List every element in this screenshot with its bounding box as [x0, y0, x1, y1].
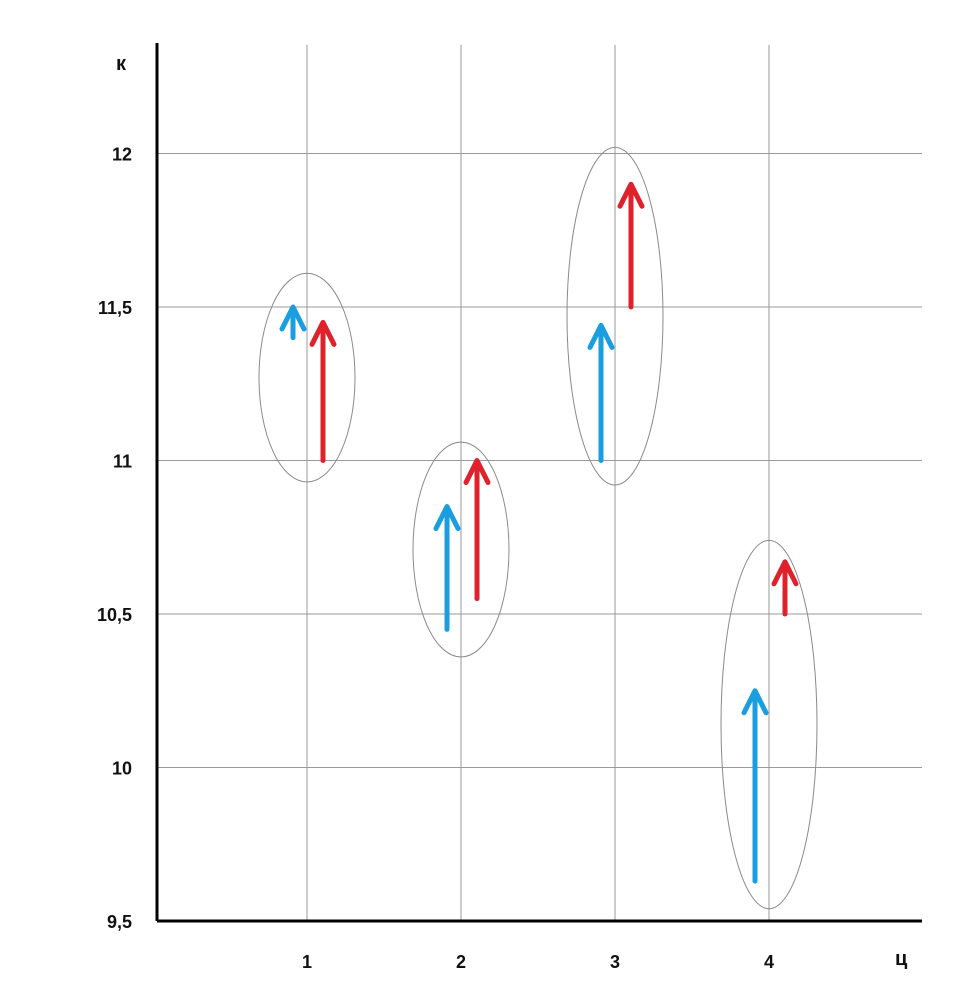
y-tick-label: 10,5	[97, 605, 132, 625]
red-arrow	[771, 559, 799, 617]
group-ellipses	[258, 146, 818, 910]
axes	[155, 43, 922, 923]
y-tick-label: 12	[112, 145, 132, 165]
blue-arrow	[279, 304, 307, 341]
group-ellipse	[412, 441, 510, 658]
x-tick-label: 1	[302, 952, 312, 972]
y-tick-label: 11	[113, 452, 132, 472]
group-ellipse	[258, 272, 356, 483]
red-arrow	[309, 319, 337, 463]
y-axis-label: к	[116, 53, 127, 75]
blue-arrow	[587, 322, 615, 463]
red-arrow	[463, 458, 491, 602]
y-tick-label: 11,5	[98, 298, 132, 318]
blue-arrow	[433, 504, 461, 632]
x-axis-label: ц	[895, 948, 908, 970]
x-tick-label: 3	[610, 952, 620, 972]
x-tick-label: 2	[456, 952, 466, 972]
blue-arrow	[741, 688, 769, 884]
y-tick-label: 9,5	[107, 912, 132, 932]
y-tick-label: 10	[112, 759, 132, 779]
group-ellipse	[566, 146, 664, 486]
group-ellipse	[720, 539, 818, 910]
x-tick-label: 4	[764, 952, 774, 972]
red-arrow	[617, 181, 645, 310]
grid	[157, 45, 922, 921]
arrows	[279, 181, 799, 884]
